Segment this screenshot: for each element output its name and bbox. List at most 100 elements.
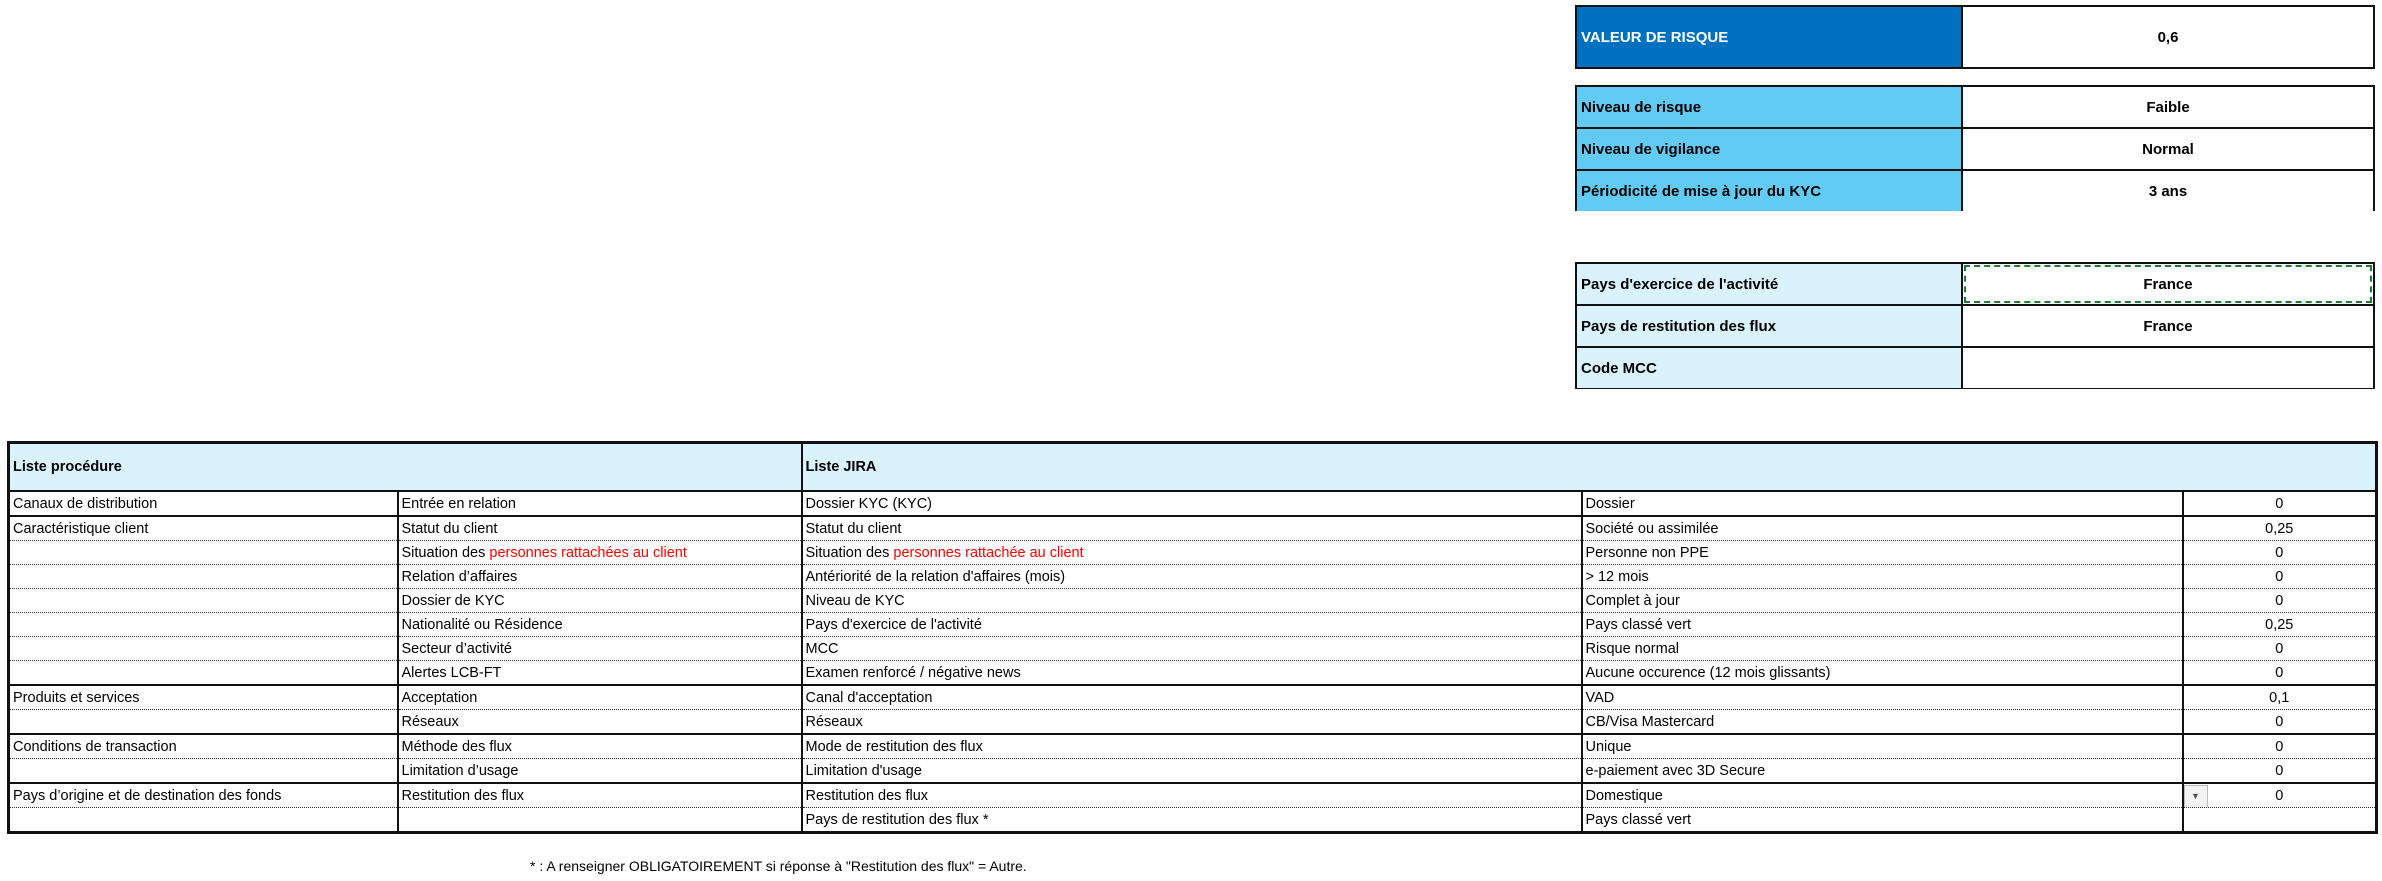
jira-item-cell[interactable]: Dossier KYC (KYC) xyxy=(800,491,1583,517)
jira-item-cell-highlight-text: personnes rattachée au client xyxy=(893,544,1084,561)
score-cell[interactable]: 0 xyxy=(2181,491,2378,517)
dropdown-arrow-icon[interactable]: ▼ xyxy=(2184,785,2208,807)
table-row: Alertes LCB-FT Examen renforcé / négative… xyxy=(7,660,2378,686)
jira-item-cell[interactable]: Pays de restitution des flux * xyxy=(800,807,1583,834)
score-cell[interactable]: 0 xyxy=(2181,564,2378,589)
category-cell-text: Produits et services xyxy=(13,689,140,706)
answer-cell[interactable]: Complet à jour xyxy=(1580,588,2184,613)
answer-cell-text: VAD xyxy=(1585,689,1615,706)
flow-country-cell[interactable]: France xyxy=(1963,306,2373,346)
answer-cell[interactable]: Unique xyxy=(1580,734,2184,759)
risk-scoring-table: Liste procédure Liste JIRA Canaux de dis… xyxy=(7,441,2379,834)
category-cell[interactable]: Pays d’origine et de destination des fon… xyxy=(7,783,399,808)
category-cell[interactable]: Caractéristique client xyxy=(7,516,399,541)
category-cell[interactable] xyxy=(7,636,399,661)
answer-cell[interactable]: > 12 mois xyxy=(1580,564,2184,589)
category-cell[interactable] xyxy=(7,564,399,589)
procedure-item-cell-text: Situation des xyxy=(401,544,490,561)
procedure-item-cell[interactable]: Statut du client xyxy=(396,516,803,541)
procedure-item-cell[interactable]: Secteur d’activité xyxy=(396,636,803,661)
answer-cell-text: Pays classé vert xyxy=(1585,811,1692,828)
answer-cell[interactable]: Risque normal xyxy=(1580,636,2184,661)
category-cell[interactable] xyxy=(7,660,399,686)
score-cell[interactable]: 0 ▼ xyxy=(2181,783,2378,808)
category-cell[interactable] xyxy=(7,612,399,637)
procedure-item-cell[interactable]: Entrée en relation xyxy=(396,491,803,517)
score-cell-text: 0 xyxy=(2275,762,2284,779)
score-cell[interactable]: 0 xyxy=(2181,636,2378,661)
score-cell[interactable]: 0,25 xyxy=(2181,612,2378,637)
jira-item-cell[interactable]: Niveau de KYC xyxy=(800,588,1583,613)
jira-item-cell[interactable]: Situation des personnes rattachée au cli… xyxy=(800,540,1583,565)
category-cell[interactable] xyxy=(7,709,399,735)
procedure-item-cell[interactable]: Nationalité ou Résidence xyxy=(396,612,803,637)
score-cell[interactable]: 0 xyxy=(2181,734,2378,759)
category-cell[interactable]: Produits et services xyxy=(7,685,399,710)
answer-cell[interactable]: Dossier xyxy=(1580,491,2184,517)
score-cell[interactable]: 0,25 xyxy=(2181,516,2378,541)
procedure-item-cell-text: Entrée en relation xyxy=(401,495,516,512)
jira-item-cell[interactable]: Examen renforcé / négative news xyxy=(800,660,1583,686)
activity-country-cell[interactable]: France xyxy=(1963,264,2373,304)
answer-cell[interactable]: CB/Visa Mastercard xyxy=(1580,709,2184,735)
procedure-item-cell[interactable]: Alertes LCB-FT xyxy=(396,660,803,686)
category-cell[interactable] xyxy=(7,807,399,834)
procedure-item-cell[interactable]: Acceptation xyxy=(396,685,803,710)
mcc-code-label: Code MCC xyxy=(1577,348,1963,388)
answer-cell[interactable]: Société ou assimilée xyxy=(1580,516,2184,541)
table-row: Secteur d’activité MCC Risque normal 0 xyxy=(7,636,2378,661)
jira-item-cell[interactable]: Limitation d'usage xyxy=(800,758,1583,784)
category-cell-text: Caractéristique client xyxy=(13,520,149,537)
answer-cell[interactable]: Personne non PPE xyxy=(1580,540,2184,565)
procedure-item-cell[interactable]: Situation des personnes rattachées au cl… xyxy=(396,540,803,565)
score-cell[interactable]: 0,1 xyxy=(2181,685,2378,710)
score-cell[interactable]: 0 xyxy=(2181,660,2378,686)
answer-cell[interactable]: Pays classé vert xyxy=(1580,807,2184,834)
answer-cell[interactable]: Pays classé vert xyxy=(1580,612,2184,637)
risk-value-cell[interactable]: 0,6 xyxy=(1963,7,2373,67)
procedure-item-cell-highlight-text: personnes rattachées au client xyxy=(489,544,687,561)
jira-item-cell[interactable]: Restitution des flux xyxy=(800,783,1583,808)
category-cell[interactable]: Canaux de distribution xyxy=(7,491,399,517)
jira-item-cell[interactable]: Pays d'exercice de l'activité xyxy=(800,612,1583,637)
jira-item-cell-text: Mode de restitution des flux xyxy=(805,738,983,755)
score-cell-text: 0 xyxy=(2275,592,2284,609)
answer-cell[interactable]: Aucune occurence (12 mois glissants) xyxy=(1580,660,2184,686)
mcc-code-cell[interactable] xyxy=(1963,348,2373,388)
risk-level-cell[interactable]: Faible xyxy=(1963,87,2373,127)
score-cell[interactable]: 0 xyxy=(2181,540,2378,565)
jira-item-cell[interactable]: Statut du client xyxy=(800,516,1583,541)
procedure-item-cell[interactable]: Relation d’affaires xyxy=(396,564,803,589)
score-cell[interactable] xyxy=(2181,807,2378,834)
procedure-item-cell[interactable]: Limitation d’usage xyxy=(396,758,803,784)
jira-item-cell[interactable]: Antériorité de la relation d'affaires (m… xyxy=(800,564,1583,589)
procedure-item-cell-text: Dossier de KYC xyxy=(401,592,505,609)
answer-cell[interactable]: e-paiement avec 3D Secure xyxy=(1580,758,2184,784)
jira-item-cell[interactable]: Réseaux xyxy=(800,709,1583,735)
procedure-item-cell-text: Méthode des flux xyxy=(401,738,512,755)
category-cell[interactable] xyxy=(7,588,399,613)
procedure-item-cell-text: Alertes LCB-FT xyxy=(401,664,502,681)
answer-cell[interactable]: VAD xyxy=(1580,685,2184,710)
score-cell-text: 0,1 xyxy=(2269,689,2290,706)
procedure-item-cell[interactable]: Réseaux xyxy=(396,709,803,735)
procedure-item-cell[interactable]: Dossier de KYC xyxy=(396,588,803,613)
score-cell[interactable]: 0 xyxy=(2181,709,2378,735)
category-cell[interactable] xyxy=(7,540,399,565)
category-cell[interactable]: Conditions de transaction xyxy=(7,734,399,759)
score-cell[interactable]: 0 xyxy=(2181,758,2378,784)
answer-cell[interactable]: Domestique xyxy=(1580,783,2184,808)
jira-item-cell-text: Pays de restitution des flux * xyxy=(805,811,989,828)
answer-cell-text: Pays classé vert xyxy=(1585,616,1692,633)
kyc-periodicity-cell[interactable]: 3 ans xyxy=(1963,171,2373,211)
procedure-item-cell[interactable]: Restitution des flux xyxy=(396,783,803,808)
procedure-item-cell[interactable]: Méthode des flux xyxy=(396,734,803,759)
category-cell[interactable] xyxy=(7,758,399,784)
procedure-item-cell[interactable] xyxy=(396,807,803,834)
jira-item-cell[interactable]: MCC xyxy=(800,636,1583,661)
jira-item-cell[interactable]: Mode de restitution des flux xyxy=(800,734,1583,759)
vigilance-level-cell[interactable]: Normal xyxy=(1963,129,2373,169)
flow-country-label: Pays de restitution des flux xyxy=(1577,306,1963,346)
jira-item-cell[interactable]: Canal d'acceptation xyxy=(800,685,1583,710)
score-cell[interactable]: 0 xyxy=(2181,588,2378,613)
